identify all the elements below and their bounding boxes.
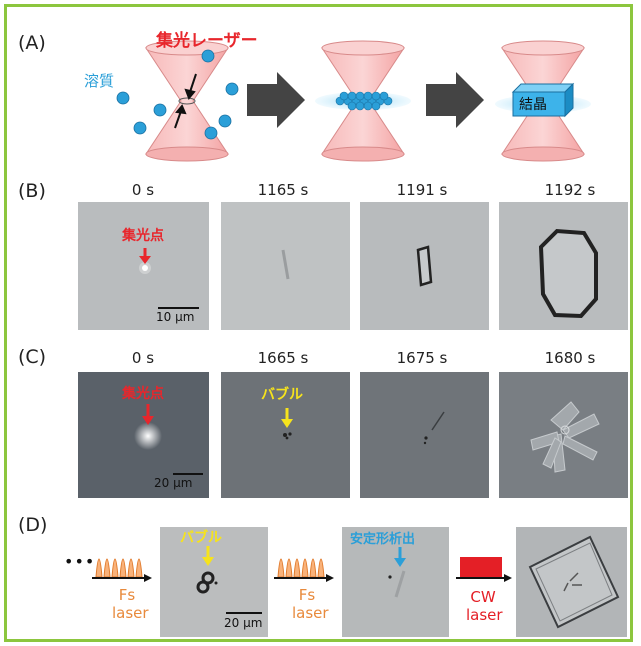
fs-laser-label-2: Fs laser	[292, 586, 329, 622]
micrograph-b-1165s	[221, 202, 350, 330]
cw-label-line1: CW	[470, 588, 496, 606]
laser-cone-1	[145, 40, 229, 162]
solute-label: 溶質	[84, 72, 115, 90]
time-c-1: 0 s	[131, 349, 155, 367]
micrograph-b-1191s	[360, 202, 489, 330]
attraction-arrows	[174, 73, 197, 129]
panel-d-label: (D)	[18, 514, 48, 536]
micrograph-d-bubble: バブル 20 µm	[160, 527, 268, 637]
scale-label-b: 10 µm	[156, 310, 195, 324]
cw-laser-beam	[456, 557, 512, 582]
micrograph-c-0s: 集光点 20 µm	[78, 372, 209, 498]
micrograph-c-1665s: バブル	[221, 372, 350, 498]
cw-label-line2: laser	[466, 606, 503, 624]
bubble-label-d: バブル	[180, 530, 222, 546]
fs-label-2-line1: Fs	[298, 586, 316, 604]
time-b-4: 1192 s	[544, 181, 596, 199]
time-b-2: 1165 s	[257, 181, 309, 199]
process-arrow-1	[247, 72, 305, 128]
micrograph-c-1675s	[360, 372, 489, 498]
laser-cone-2	[315, 40, 411, 162]
panel-b-label: (B)	[18, 180, 46, 202]
fs-label-1-line1: Fs	[118, 586, 136, 604]
ellipsis: •••	[64, 552, 96, 571]
cw-laser-label: CW laser	[466, 588, 503, 624]
solute-molecules	[116, 49, 239, 140]
panel-c-label: (C)	[18, 346, 47, 368]
time-b-3: 1191 s	[396, 181, 448, 199]
time-c-2: 1665 s	[257, 349, 309, 367]
scale-label-c: 20 µm	[154, 476, 193, 490]
focus-point-label-c: 集光点	[122, 386, 164, 402]
micrograph-c-1680s	[499, 372, 628, 498]
scale-label-d: 20 µm	[224, 616, 263, 630]
focus-point-label-b: 集光点	[122, 228, 164, 244]
laser-cone-3	[495, 40, 591, 162]
bubble-label-c: バブル	[261, 387, 303, 403]
micrograph-b-1192s	[499, 202, 628, 330]
fs-label-1-line2: laser	[112, 604, 149, 622]
fs-pulse-train-2	[274, 558, 334, 582]
laser-label: 集光レーザー	[156, 31, 258, 51]
micrograph-b-0s: 集光点 10 µm	[78, 202, 209, 330]
crystal-block	[511, 82, 575, 118]
fs-pulse-train-1	[92, 558, 152, 582]
time-c-4: 1680 s	[544, 349, 596, 367]
fs-label-2-line2: laser	[292, 604, 329, 622]
process-arrow-2	[426, 72, 484, 128]
stable-form-label: 安定形析出	[350, 532, 416, 547]
micrograph-d-stable: 安定形析出	[342, 527, 449, 637]
time-b-1: 0 s	[131, 181, 155, 199]
time-c-3: 1675 s	[396, 349, 448, 367]
micrograph-d-crystal	[516, 527, 627, 637]
panel-a-label: (A)	[18, 32, 46, 54]
crystal-label: 結晶	[519, 97, 547, 113]
fs-laser-label-1: Fs laser	[112, 586, 149, 622]
